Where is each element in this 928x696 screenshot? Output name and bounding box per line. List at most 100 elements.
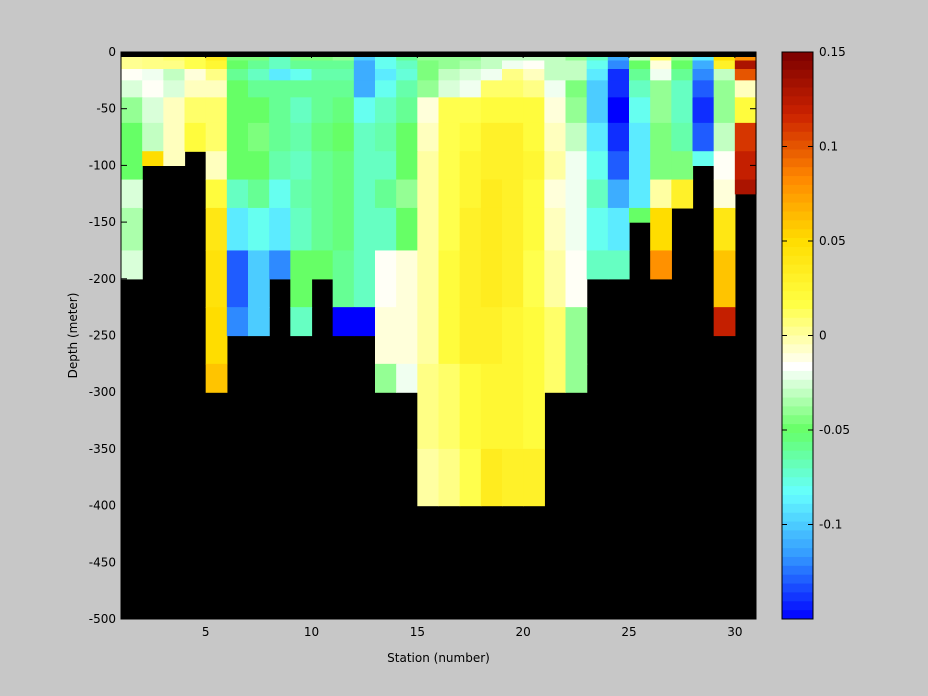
heatmap-cell bbox=[353, 207, 376, 252]
heatmap-cell bbox=[565, 60, 588, 70]
heatmap-cell bbox=[544, 97, 567, 124]
heatmap-cell bbox=[607, 97, 630, 124]
x-tick-label: 20 bbox=[516, 625, 531, 639]
heatmap-cell bbox=[396, 69, 418, 81]
heatmap-cell bbox=[184, 60, 207, 70]
heatmap-cell bbox=[205, 69, 228, 81]
heatmap-cell bbox=[607, 122, 630, 152]
heatmap-cell bbox=[226, 179, 249, 209]
heatmap-cell bbox=[480, 122, 503, 152]
heatmap-cell bbox=[396, 80, 418, 98]
colorbar-swatch bbox=[782, 477, 813, 487]
heatmap-cell bbox=[121, 80, 143, 98]
surface-strip bbox=[121, 52, 756, 57]
heatmap-cell bbox=[713, 60, 736, 70]
heatmap-cell bbox=[544, 69, 567, 81]
heatmap-cell bbox=[205, 151, 228, 181]
heatmap-cell bbox=[523, 151, 545, 181]
heatmap-cell bbox=[205, 363, 228, 393]
colorbar-swatch bbox=[782, 282, 813, 292]
heatmap-cell bbox=[163, 151, 186, 166]
heatmap-cell bbox=[586, 60, 609, 70]
heatmap-cell bbox=[290, 97, 313, 124]
colorbar-tick-label: 0 bbox=[819, 329, 827, 343]
colorbar-swatch bbox=[782, 184, 813, 195]
heatmap-cell bbox=[163, 69, 186, 81]
heatmap-cell bbox=[629, 151, 651, 181]
heatmap-cell bbox=[459, 151, 482, 181]
heatmap-cell bbox=[502, 179, 524, 209]
heatmap-cell bbox=[692, 80, 715, 98]
y-tick-label: -400 bbox=[89, 499, 116, 513]
heatmap-cell bbox=[502, 363, 524, 450]
colorbar-swatch bbox=[782, 397, 813, 407]
heatmap-cell bbox=[734, 151, 757, 181]
heatmap-cell bbox=[332, 80, 355, 98]
colorbar-swatch bbox=[782, 344, 813, 354]
colorbar: 0.15 0.1 0.05 0 -0.05 -0.1 bbox=[781, 45, 850, 620]
heatmap-cell bbox=[438, 363, 461, 450]
colorbar-tick-label: -0.1 bbox=[819, 518, 842, 532]
heatmap-cell bbox=[544, 60, 567, 70]
heatmap-cell bbox=[121, 179, 143, 209]
heatmap-cell bbox=[226, 207, 249, 252]
colorbar-swatch bbox=[782, 264, 813, 274]
heatmap-cell bbox=[417, 179, 440, 209]
heatmap-cell bbox=[226, 69, 249, 81]
heatmap-cell bbox=[375, 69, 397, 81]
heatmap-cell bbox=[459, 80, 482, 98]
colorbar-swatch bbox=[782, 308, 813, 319]
heatmap-cell bbox=[438, 179, 461, 209]
heatmap-cell bbox=[269, 151, 291, 181]
heatmap-cell bbox=[502, 122, 524, 152]
heatmap-cell bbox=[459, 69, 482, 81]
heatmap-cell bbox=[226, 122, 249, 152]
heatmap-cell bbox=[375, 179, 397, 209]
x-tick-label: 15 bbox=[410, 625, 425, 639]
heatmap-cell bbox=[417, 307, 440, 365]
heatmap-cell bbox=[692, 69, 715, 81]
heatmap-cell bbox=[375, 363, 397, 393]
heatmap-cell bbox=[713, 69, 736, 81]
heatmap-cell bbox=[269, 60, 291, 70]
heatmap-cell bbox=[121, 250, 143, 280]
colorbar-swatch bbox=[782, 149, 813, 159]
heatmap-cell bbox=[269, 179, 291, 209]
heatmap-cell bbox=[417, 207, 440, 252]
heatmap-cell bbox=[290, 179, 313, 209]
heatmap-cell bbox=[480, 80, 503, 98]
heatmap-cell bbox=[205, 207, 228, 252]
heatmap-cell bbox=[332, 250, 355, 308]
heatmap-cell bbox=[523, 448, 545, 507]
heatmap-cell bbox=[205, 250, 228, 308]
x-tick-label: 5 bbox=[202, 625, 210, 639]
heatmap-cell bbox=[290, 80, 313, 98]
heatmap-cell bbox=[480, 60, 503, 70]
heatmap-cell bbox=[565, 122, 588, 152]
heatmap-cell bbox=[417, 151, 440, 181]
colorbar-swatch bbox=[782, 353, 813, 363]
colorbar-swatch bbox=[782, 441, 813, 452]
heatmap-cell bbox=[353, 179, 376, 209]
heatmap-cell bbox=[586, 97, 609, 124]
heatmap-cell bbox=[375, 80, 397, 98]
colorbar-swatch bbox=[782, 494, 813, 505]
heatmap-cell bbox=[713, 307, 736, 337]
colorbar-swatch bbox=[782, 406, 813, 416]
heatmap-cell bbox=[607, 207, 630, 252]
heatmap-cell bbox=[184, 97, 207, 124]
heatmap-cell bbox=[353, 80, 376, 98]
heatmap-cell bbox=[459, 307, 482, 365]
heatmap-cell bbox=[586, 179, 609, 209]
heatmap-cell bbox=[480, 69, 503, 81]
colorbar-swatch bbox=[782, 220, 813, 230]
colorbar-swatch bbox=[782, 317, 813, 328]
heatmap-cell bbox=[671, 60, 694, 70]
heatmap-cell bbox=[713, 122, 736, 152]
colorbar-swatch bbox=[782, 96, 813, 106]
heatmap-cell bbox=[502, 151, 524, 181]
heatmap-cell bbox=[375, 97, 397, 124]
heatmap-cell bbox=[417, 122, 440, 152]
y-tick-label: -500 bbox=[89, 612, 116, 626]
heatmap-cell bbox=[438, 122, 461, 152]
